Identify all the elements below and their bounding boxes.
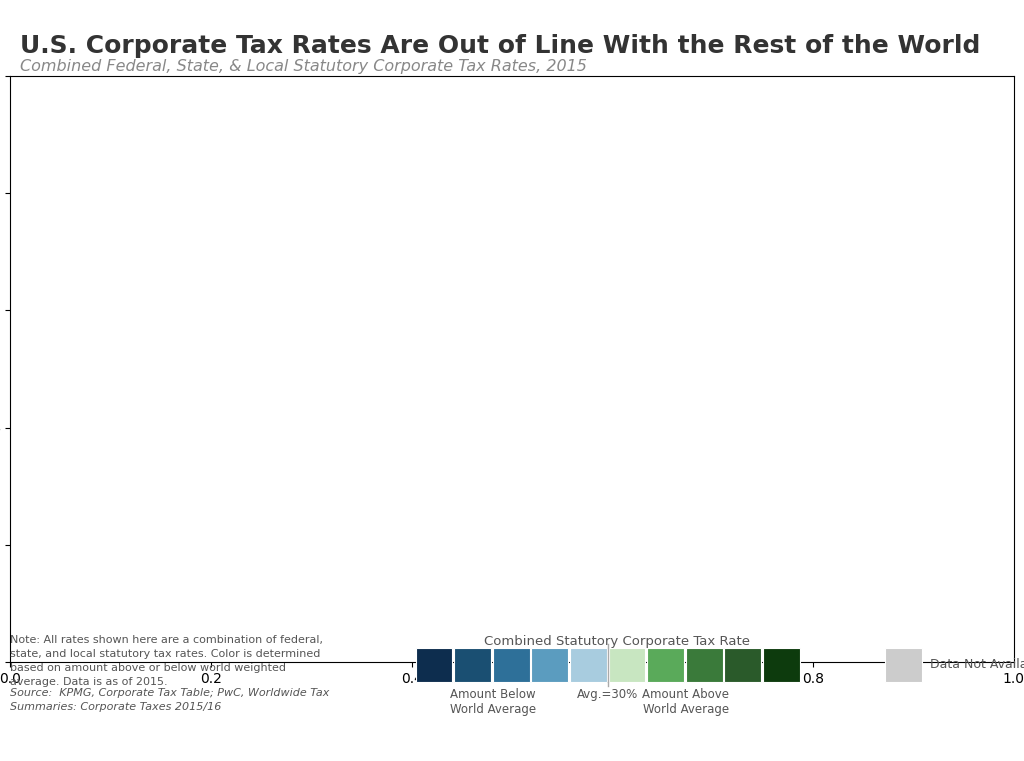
FancyBboxPatch shape — [531, 648, 568, 682]
Text: Data Not Available: Data Not Available — [931, 658, 1024, 671]
Text: TAX FOUNDATION: TAX FOUNDATION — [15, 731, 209, 750]
Text: Combined Federal, State, & Local Statutory Corporate Tax Rates, 2015: Combined Federal, State, & Local Statuto… — [20, 59, 588, 75]
FancyBboxPatch shape — [416, 648, 453, 682]
Text: @TaxFoundation: @TaxFoundation — [872, 731, 1009, 749]
FancyBboxPatch shape — [493, 648, 529, 682]
Text: Source:  KPMG, Corporate Tax Table; PwC, Worldwide Tax
Summaries: Corporate Taxe: Source: KPMG, Corporate Tax Table; PwC, … — [10, 688, 330, 712]
FancyBboxPatch shape — [608, 648, 645, 682]
Text: Amount Below
World Average: Amount Below World Average — [450, 689, 536, 716]
Text: Note: All rates shown here are a combination of federal,
state, and local statut: Note: All rates shown here are a combina… — [10, 635, 324, 687]
FancyBboxPatch shape — [724, 648, 761, 682]
FancyBboxPatch shape — [885, 648, 922, 682]
Text: Amount Above
World Average: Amount Above World Average — [642, 689, 729, 716]
Text: U.S. Corporate Tax Rates Are Out of Line With the Rest of the World: U.S. Corporate Tax Rates Are Out of Line… — [20, 34, 981, 59]
Text: Avg.=30%: Avg.=30% — [578, 689, 638, 702]
FancyBboxPatch shape — [647, 648, 684, 682]
FancyBboxPatch shape — [686, 648, 723, 682]
FancyBboxPatch shape — [570, 648, 607, 682]
FancyBboxPatch shape — [455, 648, 490, 682]
Text: Combined Statutory Corporate Tax Rate: Combined Statutory Corporate Tax Rate — [484, 635, 751, 648]
FancyBboxPatch shape — [763, 648, 800, 682]
